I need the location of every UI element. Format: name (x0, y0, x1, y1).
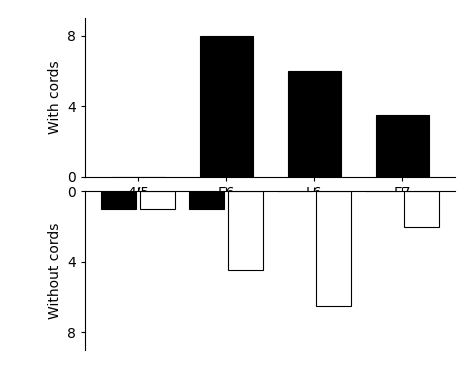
Y-axis label: With cords: With cords (48, 61, 62, 134)
Bar (101, 191, 137, 209)
Bar (288, 71, 341, 177)
Bar (189, 191, 224, 209)
Bar (200, 36, 253, 177)
Bar (404, 191, 439, 227)
Bar (316, 191, 351, 306)
Bar (140, 191, 175, 209)
Y-axis label: Without cords: Without cords (48, 222, 62, 319)
Bar (228, 191, 263, 270)
Bar (376, 115, 428, 177)
